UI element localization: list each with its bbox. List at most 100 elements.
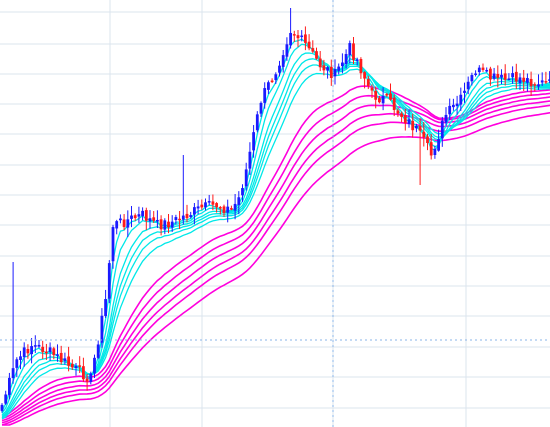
candle-body xyxy=(230,208,233,210)
candle-body xyxy=(407,119,411,124)
candle-body xyxy=(355,59,359,61)
candle-body xyxy=(514,71,518,82)
candle-body xyxy=(326,67,329,71)
candle-body xyxy=(233,203,237,211)
candle-body xyxy=(289,32,292,46)
candle-body xyxy=(429,142,433,156)
candle-body xyxy=(126,219,130,228)
candle-body xyxy=(30,346,33,355)
candle-body xyxy=(529,78,533,87)
candle-body xyxy=(489,68,492,80)
candle-body xyxy=(263,88,267,103)
candle-body xyxy=(207,201,211,203)
slow-ma-line xyxy=(1,100,550,424)
candle-body xyxy=(341,62,344,67)
candle-body xyxy=(333,69,337,77)
candle-body xyxy=(248,151,252,169)
candle-body xyxy=(459,94,463,105)
candle-body xyxy=(292,34,296,36)
candle-body xyxy=(322,65,326,71)
candle-body xyxy=(285,44,289,57)
candle-body xyxy=(189,215,193,218)
candle-body xyxy=(178,218,181,221)
candle-body xyxy=(48,347,52,352)
candle-body xyxy=(185,213,189,219)
candle-body xyxy=(533,84,537,86)
candle-body xyxy=(415,126,418,129)
candle-body xyxy=(296,35,300,39)
candle-body xyxy=(159,219,163,230)
candle-body xyxy=(222,206,226,213)
candle-body xyxy=(163,220,167,230)
candle-body xyxy=(148,218,152,222)
candle-body xyxy=(370,87,374,91)
candle-body xyxy=(518,77,522,84)
slow-ma-line xyxy=(1,104,550,426)
candle-body xyxy=(167,221,170,228)
candle-body xyxy=(193,207,196,215)
candle-body xyxy=(440,120,444,139)
candle-body xyxy=(381,95,385,104)
candle-body xyxy=(122,219,126,228)
candle-body xyxy=(281,55,285,67)
candle-body xyxy=(226,206,230,213)
candle-body xyxy=(22,347,26,358)
candle-body xyxy=(363,72,366,79)
candle-body xyxy=(470,75,474,82)
candle-body xyxy=(474,73,477,75)
candle-body xyxy=(11,368,15,379)
candle-body xyxy=(137,214,141,217)
slow-moving-averages xyxy=(1,85,550,426)
slow-ma-line xyxy=(2,111,550,426)
candle-body xyxy=(241,188,244,196)
candle-body xyxy=(15,359,19,368)
candle-body xyxy=(211,201,215,205)
candle-body xyxy=(448,105,452,115)
candle-body xyxy=(26,348,30,354)
candle-body xyxy=(63,358,67,361)
candle-body xyxy=(181,215,185,220)
candle-body xyxy=(96,344,100,358)
candle-body xyxy=(0,404,4,411)
candle-body xyxy=(59,352,63,363)
candle-body xyxy=(455,103,459,107)
candle-body xyxy=(70,363,74,368)
candlesticks xyxy=(0,8,550,413)
candle-body xyxy=(359,58,363,74)
candle-body xyxy=(400,113,403,117)
candle-body xyxy=(78,365,82,367)
candle-body xyxy=(385,93,389,96)
candle-body xyxy=(548,79,550,81)
candle-body xyxy=(67,356,70,366)
candle-body xyxy=(45,351,48,354)
candle-body xyxy=(52,348,56,355)
candle-body xyxy=(196,206,200,209)
candle-body xyxy=(300,35,304,38)
candle-body xyxy=(526,78,529,83)
candle-body xyxy=(104,299,107,316)
candle-body xyxy=(4,394,8,404)
candle-body xyxy=(392,97,396,110)
candle-body xyxy=(329,66,333,78)
candle-body xyxy=(133,215,137,219)
candle-body xyxy=(278,65,281,73)
candle-body xyxy=(511,73,514,77)
candle-body xyxy=(500,74,503,78)
candle-body xyxy=(411,120,415,131)
candle-body xyxy=(481,67,485,70)
candle-body xyxy=(522,77,526,82)
candle-body xyxy=(477,67,481,73)
candle-body xyxy=(433,148,437,155)
candle-body xyxy=(237,197,241,205)
candle-body xyxy=(540,80,544,83)
candle-body xyxy=(174,217,178,220)
candle-body xyxy=(311,48,315,52)
candle-body xyxy=(485,70,489,72)
candle-body xyxy=(107,263,111,299)
candle-body xyxy=(444,114,448,123)
candle-body xyxy=(130,215,133,219)
